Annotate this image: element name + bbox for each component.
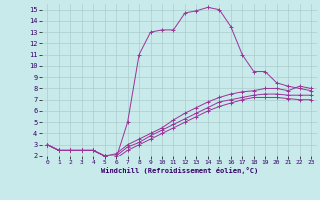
X-axis label: Windchill (Refroidissement éolien,°C): Windchill (Refroidissement éolien,°C): [100, 167, 258, 174]
